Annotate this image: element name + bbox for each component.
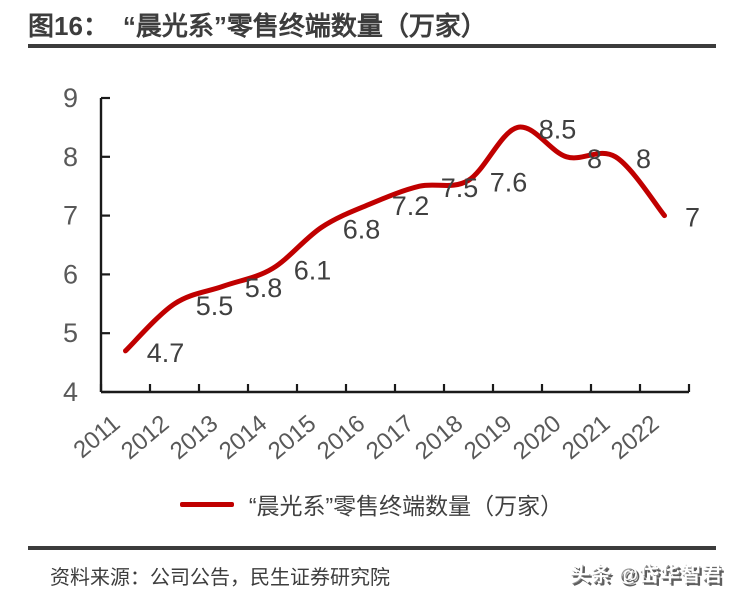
figure-title: 图16： “晨光系”零售终端数量（万家）	[28, 6, 716, 43]
legend-line-swatch	[179, 501, 234, 507]
source-text: 资料来源：公司公告，民生证券研究院	[50, 567, 390, 589]
data-point-label: 7	[685, 203, 700, 233]
line-chart-svg: 4567892011201220132014201520162017201820…	[63, 83, 700, 465]
x-axis-tick-label: 2014	[214, 410, 272, 465]
footer-divider	[28, 546, 716, 550]
data-point-label: 6.1	[294, 256, 332, 286]
x-axis-tick-label: 2020	[508, 410, 566, 465]
title-underline	[28, 44, 716, 48]
y-axis-tick-label: 8	[63, 142, 78, 172]
y-axis-tick-label: 7	[63, 201, 78, 231]
x-axis-tick-label: 2019	[459, 410, 517, 465]
legend-label: “晨光系”零售终端数量（万家）	[248, 493, 564, 519]
data-point-label: 5.5	[196, 291, 234, 321]
chart-legend: “晨光系”零售终端数量（万家）	[0, 487, 743, 521]
data-point-label: 6.8	[343, 214, 381, 244]
x-axis-tick-label: 2017	[361, 410, 419, 465]
x-axis-tick-label: 2016	[312, 410, 370, 465]
data-point-label: 5.8	[245, 273, 283, 303]
data-point-label: 7.5	[441, 173, 479, 203]
x-axis-tick-label: 2015	[263, 410, 321, 465]
x-axis-tick-label: 2018	[410, 410, 468, 465]
y-axis-tick-label: 4	[63, 377, 78, 407]
watermark-text: 头条 @岱华智君	[569, 564, 723, 586]
x-axis-tick-label: 2012	[116, 410, 174, 465]
y-axis-tick-label: 6	[63, 259, 78, 289]
y-axis-tick-label: 5	[63, 318, 78, 348]
figure-number-label: 图16：	[28, 11, 109, 41]
data-point-label: 8.5	[539, 114, 577, 144]
x-axis-tick-label: 2022	[606, 410, 664, 465]
data-point-label: 7.6	[490, 167, 528, 197]
figure-title-text: “晨光系”零售终端数量（万家）	[122, 11, 487, 41]
y-axis-tick-label: 9	[63, 83, 78, 113]
x-axis-tick-label: 2013	[165, 410, 223, 465]
data-point-label: 8	[587, 144, 602, 174]
data-point-label: 8	[636, 144, 651, 174]
x-axis-tick-label: 2011	[68, 410, 125, 464]
x-axis-tick-label: 2021	[557, 410, 615, 465]
data-point-label: 4.7	[147, 338, 185, 368]
data-point-label: 7.2	[392, 191, 430, 221]
chart-area: 4 5 6 7 8 9 2011 2012 2013 2014 2015 2016 2017 2018 20…	[0, 60, 743, 465]
series-line	[123, 124, 667, 354]
